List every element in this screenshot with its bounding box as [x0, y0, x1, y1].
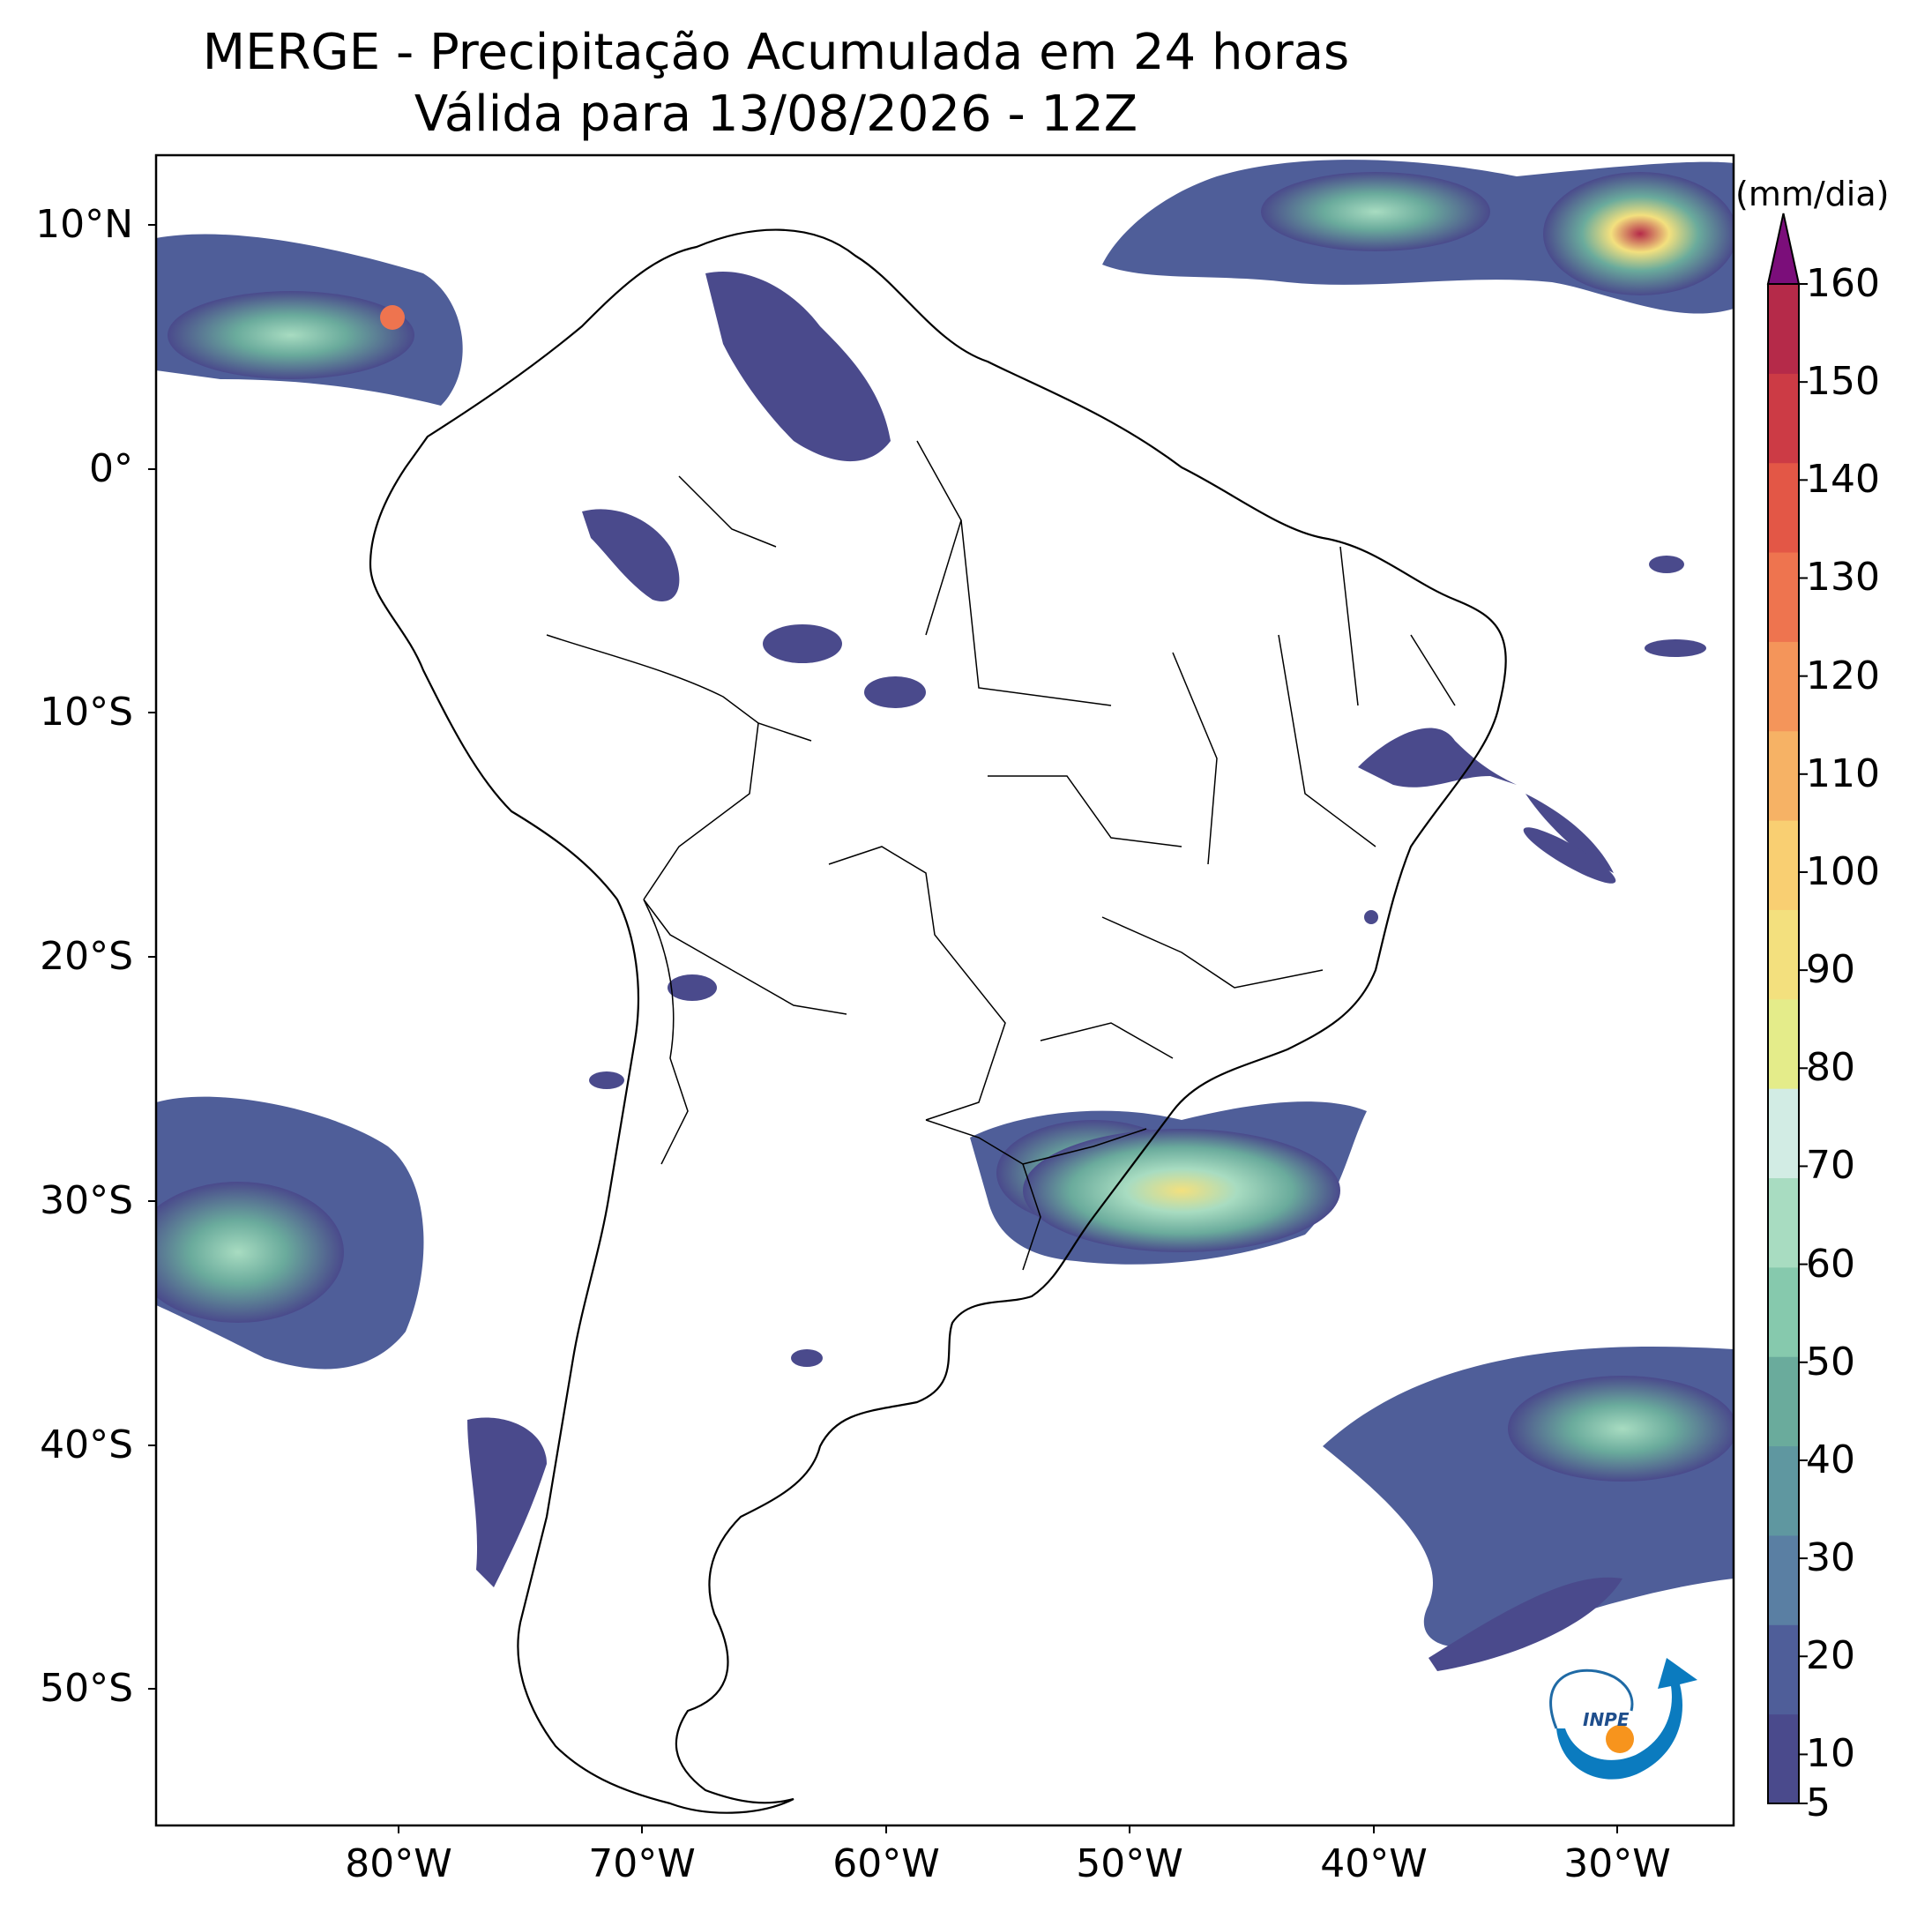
- colorbar-extend-arrow: [1766, 213, 1801, 285]
- colorbar-tick-label: 110: [1806, 750, 1880, 796]
- map-title: MERGE - Precipitação Acumulada em 24 hor…: [202, 24, 1350, 81]
- colorbar-tick-label: 60: [1806, 1241, 1855, 1287]
- precip-field-patagonia: [467, 1417, 547, 1587]
- precip-field-scattered: [589, 556, 1706, 1367]
- precip-field-southeast-pacific: [156, 1096, 424, 1370]
- colorbar-tick-label: 70: [1806, 1143, 1855, 1189]
- colorbar-segment: [1768, 1266, 1799, 1357]
- lon-label: 60°W: [832, 1841, 940, 1886]
- colorbar-tick-label: 30: [1806, 1535, 1855, 1581]
- colorbar-tick-label: 5: [1806, 1780, 1831, 1825]
- lat-label: 40°S: [40, 1422, 133, 1467]
- colorbar-tick-label: 20: [1806, 1633, 1855, 1679]
- colorbar-tick-label: 100: [1806, 848, 1880, 894]
- lat-label: 10°N: [35, 202, 133, 247]
- continent-outline: [369, 228, 1507, 1814]
- colorbar-tick-label: 90: [1806, 947, 1855, 993]
- colorbar-tick-label: 120: [1806, 653, 1880, 698]
- colorbar-segment: [1768, 373, 1799, 464]
- colorbar-tick-label: 140: [1806, 457, 1880, 503]
- colorbar-tick-label: 40: [1806, 1437, 1855, 1482]
- colorbar-segment: [1768, 1713, 1799, 1804]
- lat-label: 20°S: [40, 934, 133, 979]
- lon-label: 50°W: [1076, 1841, 1183, 1886]
- colorbar-segment: [1768, 1534, 1799, 1625]
- map-frame: [154, 153, 1735, 1827]
- precip-field-south-brazil: [970, 1101, 1367, 1265]
- colorbar-segment: [1768, 1445, 1799, 1536]
- colorbar-segment: [1768, 730, 1799, 821]
- colorbar-segment: [1768, 820, 1799, 910]
- inpe-logo: INPE: [1549, 1658, 1697, 1780]
- colorbar-tick-label: 160: [1806, 261, 1880, 306]
- colorbar-segment: [1768, 641, 1799, 732]
- logo-text: INPE: [1583, 1709, 1630, 1730]
- lat-label: 0°: [89, 446, 133, 491]
- precip-field-south-atlantic: [1323, 1347, 1734, 1671]
- lat-label: 50°S: [40, 1666, 133, 1711]
- colorbar-segment: [1768, 284, 1799, 374]
- colorbar-unit: (mm/dia): [1735, 175, 1890, 213]
- colorbar-segment: [1768, 909, 1799, 1000]
- lat-ticks: [148, 224, 156, 1690]
- colorbar-segment: [1768, 552, 1799, 642]
- colorbar-segment: [1768, 1177, 1799, 1268]
- lon-label: 70°W: [588, 1841, 696, 1886]
- colorbar-segment: [1768, 1088, 1799, 1179]
- map-subtitle: Válida para 13/08/2026 - 12Z: [414, 86, 1138, 143]
- colorbar-tick-label: 10: [1806, 1731, 1855, 1777]
- colorbar-segment: [1768, 462, 1799, 553]
- country-borders: [546, 440, 1456, 1271]
- precip-field-northeast-brazil: [1358, 728, 1614, 873]
- colorbar-segment: [1768, 1356, 1799, 1447]
- lon-ticks: [398, 1825, 1618, 1833]
- colorbar-frame: [1767, 283, 1800, 1804]
- lat-label: 30°S: [40, 1178, 133, 1223]
- precip-field-north-atlantic: [1102, 160, 1734, 314]
- colorbar-tick-label: 80: [1806, 1045, 1855, 1091]
- colorbar-tick-label: 150: [1806, 359, 1880, 405]
- colorbar-segment: [1768, 1624, 1799, 1715]
- precip-field-amazon: [582, 272, 926, 708]
- lon-label: 80°W: [345, 1841, 452, 1886]
- precip-field-pacific-north: [156, 234, 463, 406]
- colorbar-segment: [1768, 998, 1799, 1089]
- colorbar: [1766, 213, 1808, 1804]
- colorbar-tick-label: 50: [1806, 1339, 1855, 1385]
- colorbar-tick-label: 130: [1806, 555, 1880, 601]
- lon-label: 40°W: [1320, 1841, 1428, 1886]
- lat-label: 10°S: [40, 690, 133, 735]
- lon-label: 30°W: [1563, 1841, 1671, 1886]
